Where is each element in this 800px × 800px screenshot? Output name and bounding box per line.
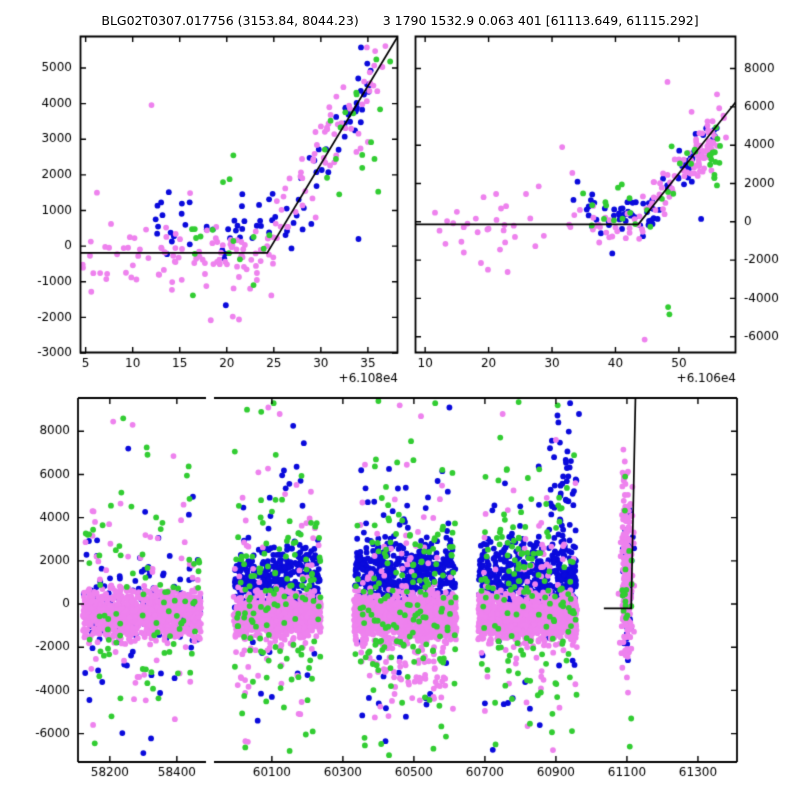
figure-title-object-id: BLG02T0307.017756 (3153.84, 8044.23) <box>101 13 359 28</box>
figure-title-fit-params: 3 1790 1532.9 0.063 401 [61113.649, 6111… <box>382 13 699 28</box>
figure-title: BLG02T0307.017756 (3153.84, 8044.23) 3 1… <box>0 13 800 28</box>
